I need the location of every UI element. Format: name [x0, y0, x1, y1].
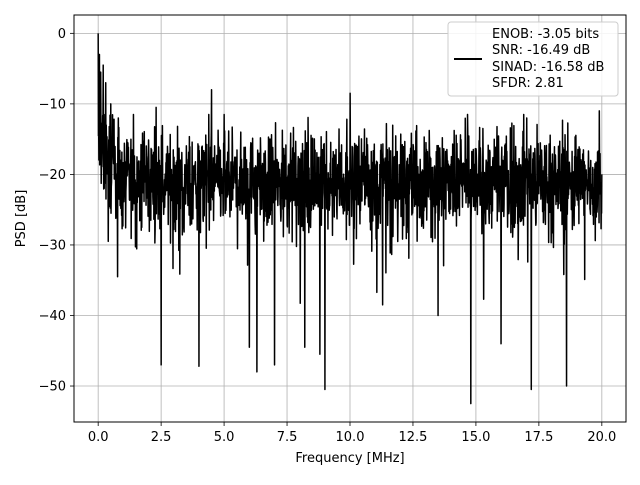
y-tick-label: −30	[39, 238, 66, 253]
x-tick-label: 20.0	[587, 430, 616, 445]
x-tick-label: 12.5	[398, 430, 427, 445]
ticks: 0.0 2.5 5.0 7.5 10.0 12.5 15.0 17.5 20.0 0 −10 −20 −…	[39, 27, 617, 445]
series-layer	[97, 33, 603, 405]
legend-line-enob: ENOB: -3.05 bits	[492, 27, 599, 42]
y-tick-label: 0	[58, 27, 66, 42]
x-axis-label: Frequency [MHz]	[295, 451, 404, 466]
legend: ENOB: -3.05 bits SNR: -16.49 dB SINAD: -…	[447, 21, 619, 97]
x-tick-label: 0.0	[88, 430, 109, 445]
x-tick-label: 15.0	[461, 430, 490, 445]
x-tick-label: 2.5	[151, 430, 172, 445]
y-tick-label: −40	[39, 309, 66, 324]
y-tick-label: −20	[39, 168, 66, 183]
legend-line-sfdr: SFDR: 2.81	[492, 76, 564, 91]
x-tick-label: 17.5	[524, 430, 553, 445]
x-tick-label: 5.0	[214, 430, 235, 445]
y-axis-label: PSD [dB]	[14, 190, 29, 248]
legend-line-snr: SNR: -16.49 dB	[492, 43, 590, 58]
y-tick-label: −50	[39, 380, 66, 395]
legend-line-sinad: SINAD: -16.58 dB	[492, 60, 604, 75]
x-tick-label: 7.5	[277, 430, 298, 445]
psd-series-line	[97, 33, 603, 405]
y-tick-label: −10	[39, 97, 66, 112]
x-tick-label: 10.0	[336, 430, 365, 445]
legend-box	[447, 21, 619, 97]
